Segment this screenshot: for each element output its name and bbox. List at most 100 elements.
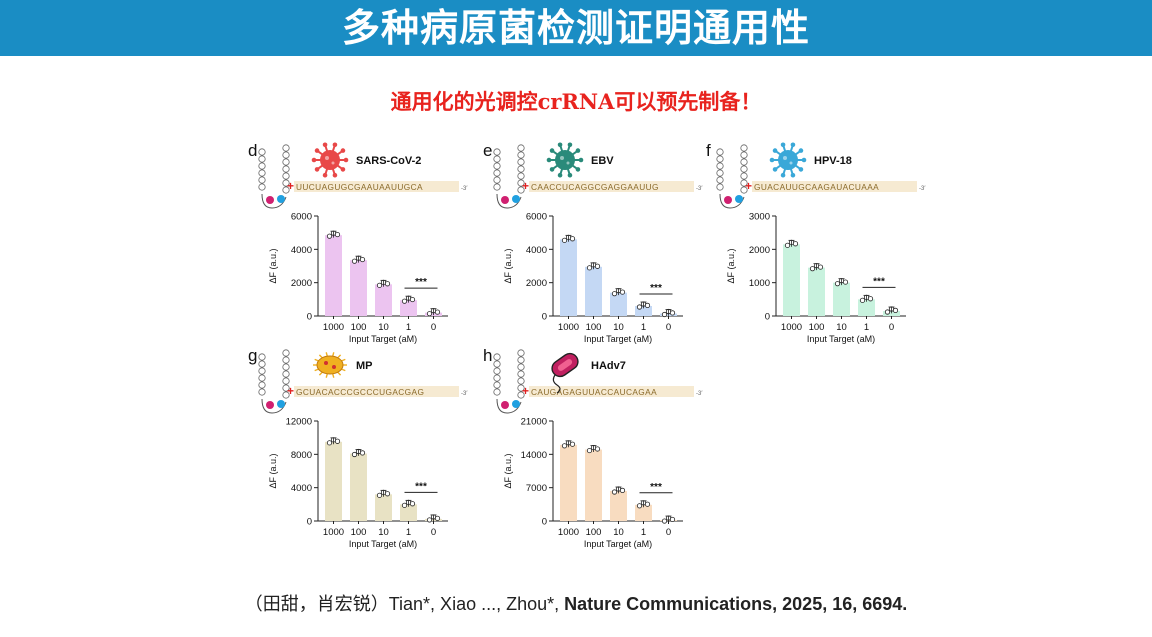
chart-e-x-tick-label: 1 xyxy=(641,322,646,333)
chart-e-significance-label: *** xyxy=(650,283,662,294)
chart-d-y-tick-label: 6000 xyxy=(291,212,312,223)
chart-f-bar xyxy=(833,282,850,316)
chart-h-sequence: CAUGAGAGUUACCAUCAGAA xyxy=(531,387,657,397)
chart-g-y-tick-label: 4000 xyxy=(291,483,312,494)
chart-d-sequence-end: -3′ xyxy=(461,186,468,192)
chart-d-x-tick-label: 1000 xyxy=(323,322,344,333)
chart-e-panel-letter: e xyxy=(483,141,492,160)
panel-d: d + UUCUAGUGCGAAUAAUUGCA -3′ SARS-CoV-2 0 2000… xyxy=(248,141,488,357)
chart-e-x-tick-label: 1000 xyxy=(558,322,579,333)
chart-g-data-point xyxy=(376,492,383,498)
chart-f-bar xyxy=(783,244,800,316)
panel-f: f + GUACAUUGCAAGAUACUAAA -3′ HPV-18 0 1000 2000… xyxy=(706,141,946,357)
chart-h-data-point xyxy=(644,501,651,507)
chart-h-crrna-schematic: + xyxy=(493,349,529,414)
chart-f: f+ GUACAUUGCAAGAUACUAAA -3′HPV-18010002000… xyxy=(706,141,926,344)
chart-e-sequence-bg xyxy=(529,181,694,192)
chart-f-sequence-end: -3′ xyxy=(919,186,926,192)
chart-g-data-point xyxy=(426,517,433,523)
chart-e-x-tick-label: 10 xyxy=(613,322,624,333)
chart-f-bar xyxy=(883,311,900,316)
chart-e-crrna-schematic: + xyxy=(493,144,529,209)
chart-d-data-point xyxy=(326,233,333,239)
chart-h-data-point xyxy=(619,487,626,493)
chart-e-bar xyxy=(560,239,577,316)
panel-h: h + CAUGAGAGUUACCAUCAGAA -3′ HAdv7 0 7000 14000… xyxy=(483,346,723,562)
chart-f-data-point xyxy=(859,297,866,303)
chart-f-data-point xyxy=(792,241,799,247)
chart-g-significance-label: *** xyxy=(415,481,427,492)
chart-h-pathogen-name: HAdv7 xyxy=(591,360,626,372)
chart-g-x-tick-label: 10 xyxy=(378,527,389,538)
chart-f-data-point xyxy=(892,307,899,313)
chart-h-bar xyxy=(610,491,627,521)
page-subtitle: 通用化的光调控crRNA可以预先制备！ xyxy=(390,89,762,114)
chart-g-pathogen-name: MP xyxy=(356,360,373,372)
chart-d-y-tick-label: 0 xyxy=(307,312,312,323)
chart-h-panel-letter: h xyxy=(483,346,492,365)
svg-text:+: + xyxy=(287,384,294,398)
chart-e-data-point xyxy=(661,311,668,318)
chart-e-sequence-end: -3′ xyxy=(696,186,703,192)
chart-g-x-tick-label: 100 xyxy=(351,527,367,538)
chart-e-data-point xyxy=(594,263,601,269)
chart-h-data-point xyxy=(611,489,618,495)
chart-g-y-tick-label: 12000 xyxy=(286,417,312,428)
virus-icon xyxy=(769,142,807,178)
chart-g-x-tick-label: 0 xyxy=(431,527,436,538)
chart-d-x-label: Input Target (aM) xyxy=(349,334,417,344)
chart-f-x-tick-label: 1 xyxy=(864,322,869,333)
chart-d-sequence: UUCUAGUGCGAAUAAUUGCA xyxy=(296,182,423,192)
chart-f-data-point xyxy=(867,296,874,302)
chart-g-bar xyxy=(350,453,367,521)
svg-text:+: + xyxy=(287,179,294,193)
chart-g-data-point xyxy=(351,451,358,458)
chart-d-data-point xyxy=(376,282,383,288)
virus-icon xyxy=(311,142,349,178)
chart-f-data-point xyxy=(817,264,824,270)
chart-g-x-label: Input Target (aM) xyxy=(349,539,417,549)
chart-d-x-tick-label: 10 xyxy=(378,322,389,333)
chart-h-data-point xyxy=(669,516,676,523)
chart-g-data-point xyxy=(334,438,341,444)
chart-g-sequence-bg xyxy=(294,386,459,397)
chart-f-x-tick-label: 1000 xyxy=(781,322,802,333)
chart-e-pathogen-name: EBV xyxy=(591,155,614,167)
chart-e-y-tick-label: 4000 xyxy=(526,245,547,256)
chart-e-x-label: Input Target (aM) xyxy=(584,334,652,344)
chart-f-sequence: GUACAUUGCAAGAUACUAAA xyxy=(754,182,879,192)
chart-d-crrna-schematic: + xyxy=(258,144,294,209)
chart-d: d + UUCUAGUGCGAAUAAUUGCA -3′ SARS-CoV-2 0 2000… xyxy=(248,141,468,344)
chart-f-x-tick-label: 100 xyxy=(809,322,825,333)
chart-d-data-point xyxy=(351,258,358,264)
chart-h-y-tick-label: 14000 xyxy=(521,450,547,461)
panel-g: g + GCUACACCCGCCCUGACGAG -3′ MP 0 4000 8000 1200… xyxy=(248,346,488,562)
chart-h-y-tick-label: 0 xyxy=(542,517,547,528)
chart-h-x-label: Input Target (aM) xyxy=(584,539,652,549)
chart-g-sequence-end: -3′ xyxy=(461,391,468,397)
chart-g-data-point xyxy=(326,440,333,446)
chart-d-data-point xyxy=(334,231,341,238)
chart-e-data-point xyxy=(636,304,643,310)
chart-h-sequence-end: -3′ xyxy=(696,391,703,397)
chart-f-x-tick-label: 0 xyxy=(889,322,894,333)
chart-d-data-point xyxy=(384,281,391,287)
chart-d-bar xyxy=(350,260,367,316)
chart-e-bar xyxy=(635,306,652,316)
chart-e-data-point xyxy=(611,291,618,297)
chart-g-y-tick-label: 8000 xyxy=(291,450,312,461)
chart-h-x-tick-label: 1 xyxy=(641,527,646,538)
chart-g-y-label: ΔF (a.u.) xyxy=(268,453,278,488)
chart-f-data-point xyxy=(784,242,791,248)
chart-g-data-point xyxy=(384,491,391,497)
chart-h-x-tick-label: 0 xyxy=(666,527,671,538)
chart-f-panel-letter: f xyxy=(706,141,711,160)
chart-f-y-tick-label: 3000 xyxy=(749,212,770,223)
chart-e-data-point xyxy=(586,265,593,271)
chart-h: h + CAUGAGAGUUACCAUCAGAA -3′ HAdv7 0 7000 14000… xyxy=(483,346,703,549)
chart-d-sequence-bg xyxy=(294,181,459,192)
citation-authors-en: Tian*, Xiao ..., Zhou*, xyxy=(388,594,565,614)
chart-f-y-tick-label: 0 xyxy=(765,312,770,323)
chart-d-pathogen-name: SARS-CoV-2 xyxy=(356,155,421,167)
chart-d-y-tick-label: 4000 xyxy=(291,245,312,256)
